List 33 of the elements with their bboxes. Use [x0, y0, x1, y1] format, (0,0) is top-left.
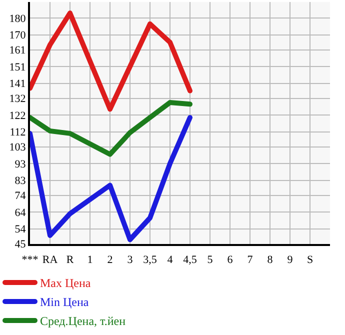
x-tick-label: 4,5 [183, 254, 198, 266]
y-tick-label: 132 [9, 93, 26, 106]
y-tick-label: 103 [9, 142, 26, 154]
legend-label: Max Цена [40, 276, 92, 290]
y-tick-label: 180 [9, 12, 26, 25]
x-tick-label: 4 [167, 254, 174, 266]
y-tick-label: 93 [14, 158, 26, 170]
y-tick-label: 161 [9, 44, 26, 57]
x-tick-label: 5 [207, 254, 214, 266]
y-tick-label: 151 [9, 61, 26, 74]
y-tick-label: 141 [9, 78, 26, 90]
y-tick-label: 170 [9, 30, 26, 42]
y-tick-label: 64 [14, 206, 26, 219]
legend-label: Сред.Цена, т.йен [40, 314, 126, 328]
x-tick-label: *** [22, 254, 38, 266]
y-tick-label: 122 [9, 110, 26, 122]
y-tick-label: 74 [14, 190, 26, 202]
x-tick-label: 3,5 [143, 254, 158, 266]
x-tick-label: 6 [227, 254, 234, 266]
x-tick-label: S [306, 254, 314, 266]
y-tick-label: 83 [14, 175, 26, 188]
x-tick-label: R [66, 254, 74, 266]
x-tick-label: 9 [287, 254, 294, 266]
x-tick-label: 8 [267, 254, 274, 266]
legend-label: Min Цена [40, 295, 90, 310]
y-tick-label: 112 [10, 126, 26, 139]
x-tick-label: 7 [247, 254, 254, 266]
x-tick-label: RA [42, 254, 58, 266]
x-tick-label: 1 [87, 254, 93, 266]
x-tick-label: 2 [107, 254, 113, 266]
x-tick-label: 3 [127, 254, 134, 266]
y-tick-label: 45 [14, 238, 26, 251]
y-tick-label: 54 [14, 224, 26, 236]
